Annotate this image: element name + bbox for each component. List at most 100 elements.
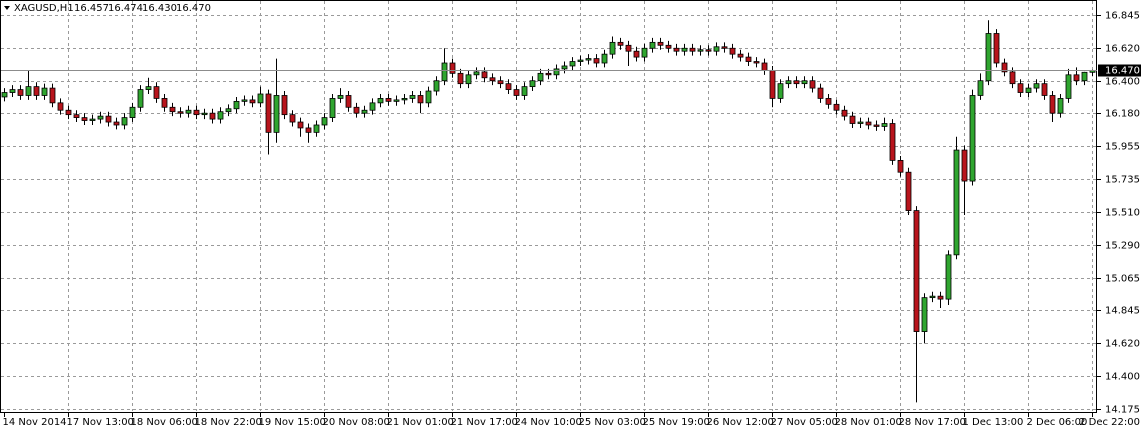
candle-body xyxy=(817,87,824,99)
candle-body xyxy=(41,87,48,96)
price-label: 16.470 xyxy=(1105,66,1140,77)
candle-body xyxy=(393,99,400,102)
candle-body xyxy=(1033,83,1040,89)
y-tick-label: 16.620 xyxy=(1105,44,1140,55)
x-tick-label: 18 Nov 22:00 xyxy=(195,417,262,428)
candle-body xyxy=(1009,71,1016,85)
candle-body xyxy=(633,50,640,58)
candle-body xyxy=(841,109,848,117)
candle-body xyxy=(1081,71,1088,82)
candle-body xyxy=(905,171,912,211)
candle-body xyxy=(489,77,496,82)
candle-body xyxy=(945,254,952,300)
menu-arrow[interactable] xyxy=(4,6,10,10)
candle-body xyxy=(401,98,408,101)
candle-body xyxy=(9,89,16,93)
x-tick-label: 2 Dec 22:00 xyxy=(1079,417,1140,428)
candle-body xyxy=(305,127,312,133)
candle-body xyxy=(1073,74,1080,82)
candle-body xyxy=(369,102,376,111)
candle-body xyxy=(105,115,112,123)
candle-body xyxy=(889,123,896,161)
candle-body xyxy=(217,111,224,120)
candle-body xyxy=(441,62,448,82)
candle-body xyxy=(25,86,32,96)
x-tick-label: 14 Nov 2014 xyxy=(3,417,67,428)
candle-body xyxy=(313,124,320,133)
candle-body xyxy=(617,41,624,46)
y-tick-label: 16.400 xyxy=(1105,77,1140,88)
candle-body xyxy=(897,160,904,173)
candle-body xyxy=(881,123,888,127)
candle-body xyxy=(169,106,176,113)
candle-body xyxy=(233,100,240,110)
candle-body xyxy=(297,121,304,129)
candle-body xyxy=(321,117,328,126)
x-tick-label: 18 Nov 06:00 xyxy=(131,417,198,428)
low-label: 16.430 xyxy=(142,3,177,14)
candle-body xyxy=(673,47,680,52)
candle-body xyxy=(1057,98,1064,114)
candle-body xyxy=(729,47,736,55)
candle-body xyxy=(137,89,144,108)
candle-body xyxy=(433,80,440,92)
candle-body xyxy=(769,69,776,99)
x-tick-label: 26 Nov 12:00 xyxy=(707,417,774,428)
candle-body xyxy=(1025,87,1032,93)
candle-body xyxy=(865,121,872,126)
grid xyxy=(1,1,1096,411)
candle-body xyxy=(537,72,544,82)
candle-body xyxy=(609,41,616,55)
candle-body xyxy=(601,53,608,64)
candle-body xyxy=(713,46,720,52)
x-tick-label: 25 Nov 03:00 xyxy=(579,417,646,428)
candle-body xyxy=(449,62,456,74)
candle-body xyxy=(937,295,944,300)
candle-body xyxy=(761,62,768,71)
candle-body xyxy=(209,112,216,120)
candle-body xyxy=(513,89,520,96)
candle-body xyxy=(809,80,816,89)
candle-body xyxy=(481,71,488,79)
plot-frame xyxy=(0,0,1097,413)
candle-body xyxy=(225,108,232,113)
candle-body xyxy=(121,117,128,126)
candle-body xyxy=(281,95,288,116)
candle-body xyxy=(145,86,152,90)
candle-body xyxy=(153,86,160,99)
candle-body xyxy=(521,86,528,96)
candle-body xyxy=(825,98,832,105)
y-tick-label: 15.065 xyxy=(1105,274,1140,285)
candle-body xyxy=(49,87,56,104)
candle-body xyxy=(129,106,136,119)
y-tick-label: 15.290 xyxy=(1105,241,1140,252)
candle-body xyxy=(73,114,80,119)
candle-body xyxy=(649,41,656,49)
candle-body xyxy=(657,41,664,46)
y-tick-label: 14.845 xyxy=(1105,306,1140,317)
candle-body xyxy=(777,83,784,99)
candle-body xyxy=(425,90,432,104)
x-tick-label: 21 Nov 01:00 xyxy=(387,417,454,428)
candle-body xyxy=(465,74,472,85)
candle-body xyxy=(993,33,1000,64)
candle-body xyxy=(569,61,576,67)
x-tick-label: 2 Dec 06:00 xyxy=(1027,417,1088,428)
candle-body xyxy=(17,89,24,96)
candle-body xyxy=(241,99,248,102)
candle-body xyxy=(65,109,72,116)
candle-body xyxy=(1049,95,1056,114)
candle-body xyxy=(409,95,416,99)
x-tick-label: 25 Nov 19:00 xyxy=(643,417,710,428)
y-tick-label: 14.400 xyxy=(1105,372,1140,383)
candle-body xyxy=(961,149,968,182)
x-tick-label: 28 Nov 17:00 xyxy=(899,417,966,428)
candle-body xyxy=(385,98,392,102)
candle-body xyxy=(89,118,96,121)
candle-body xyxy=(33,86,40,96)
candle-body xyxy=(377,98,384,104)
candle-body xyxy=(473,71,480,76)
candle-body xyxy=(177,111,184,114)
